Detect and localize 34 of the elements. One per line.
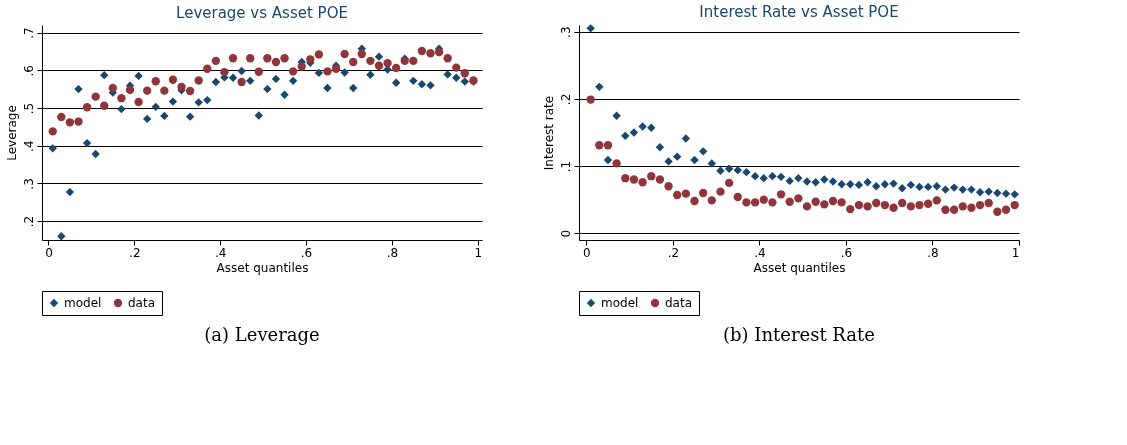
legend-label: model	[601, 296, 639, 310]
legend-label: model	[64, 296, 102, 310]
chart-title: Leverage vs Asset POE	[176, 4, 348, 22]
y-tick-label: .7	[21, 27, 36, 39]
x-tick-label: .2	[129, 245, 141, 260]
legend-label: data	[665, 296, 693, 310]
y-tick-label: .2	[21, 215, 36, 228]
x-tick-label: 1	[474, 245, 483, 260]
x-tick-label: .4	[214, 245, 227, 260]
y-tick-label: .4	[21, 140, 36, 152]
x-tick-label: .6	[840, 245, 853, 260]
y-tick-label: .3	[558, 26, 573, 38]
legend-label: data	[128, 296, 156, 310]
y-axis-title: Leverage	[4, 105, 19, 161]
x-axis-title: Asset quantiles	[753, 260, 846, 275]
x-tick-label: .6	[300, 245, 313, 260]
x-tick-label: 0	[583, 245, 591, 260]
x-tick-label: .8	[927, 245, 939, 260]
y-tick-label: .6	[21, 65, 36, 77]
y-tick-label: .3	[21, 178, 36, 190]
text: (b) Interest Rate	[723, 324, 875, 345]
chart-title: Interest Rate vs Asset POE	[699, 3, 899, 22]
y-tick-label: .2	[558, 93, 573, 106]
x-tick-label: .4	[754, 245, 766, 260]
x-axis-title: Asset quantiles	[216, 260, 309, 275]
text: (a) Leverage	[204, 324, 320, 345]
x-tick-label: .2	[667, 245, 680, 260]
x-tick-label: .8	[386, 245, 399, 260]
x-tick-label: 0	[45, 245, 53, 260]
y-tick-label: 0	[558, 229, 573, 238]
x-tick-label: 1	[1011, 245, 1020, 260]
y-tick-label: .1	[558, 160, 573, 173]
y-axis-title: Interest rate	[541, 95, 556, 171]
y-tick-label: .5	[21, 102, 36, 115]
